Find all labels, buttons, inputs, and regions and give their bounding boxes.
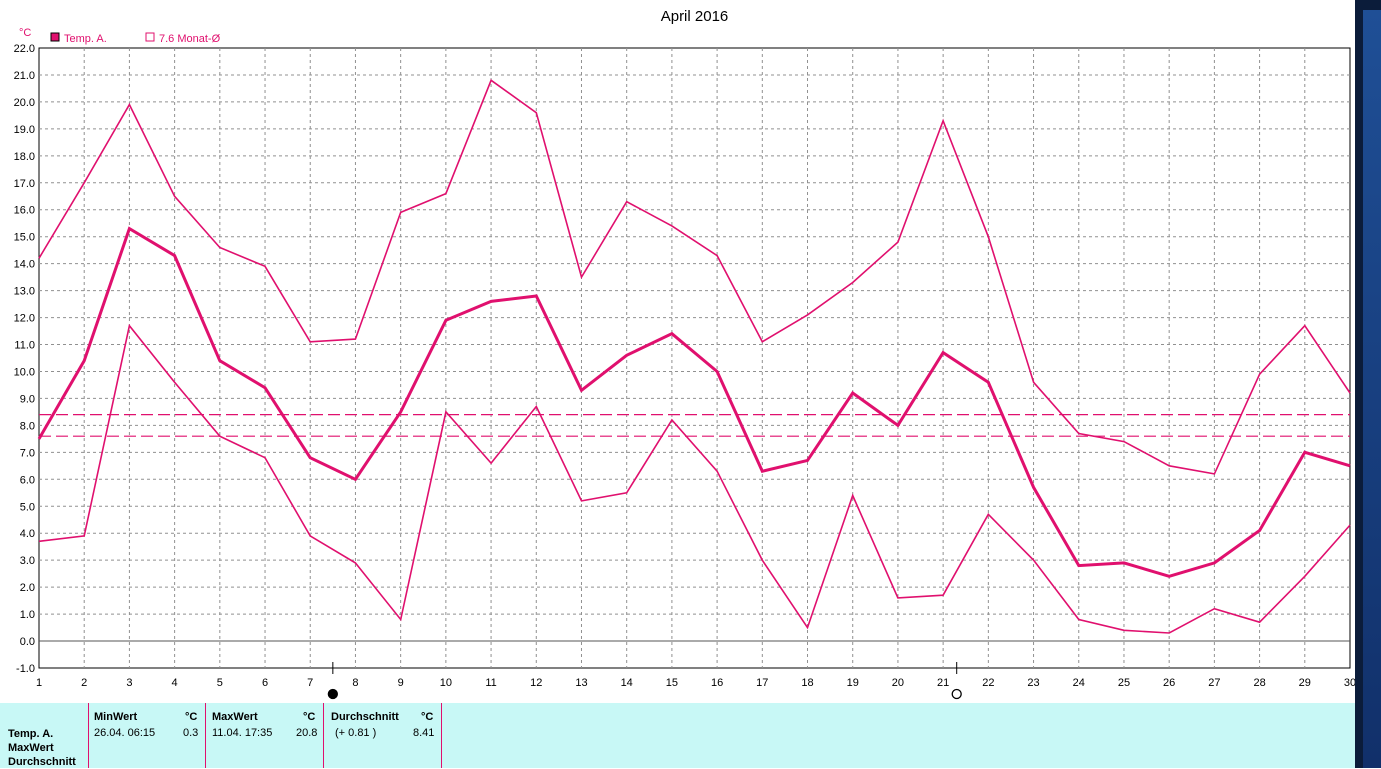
- series-line-min: [38, 323, 1351, 634]
- min-header: MinWert: [94, 711, 138, 723]
- y-tick-label: 11.0: [14, 340, 35, 352]
- min-date: 26.04. 06:15: [94, 727, 156, 739]
- new-moon-icon: [327, 688, 338, 700]
- x-tick-label: 9: [398, 677, 404, 689]
- series-line-max: [38, 79, 1351, 475]
- x-tick-label: 28: [1253, 677, 1265, 689]
- x-tick-label: 25: [1118, 677, 1130, 689]
- column-separator: [205, 703, 206, 768]
- y-tick-label: 15.0: [14, 232, 35, 244]
- y-tick-label: 17.0: [14, 178, 35, 190]
- y-tick-label: -1.0: [16, 663, 35, 675]
- y-unit-label: °C: [19, 27, 31, 39]
- x-tick-label: 24: [1073, 677, 1085, 689]
- x-tick-label: 14: [621, 677, 633, 689]
- y-tick-label: 9.0: [20, 393, 35, 405]
- x-tick-label: 11: [485, 677, 496, 689]
- y-tick-label: 5.0: [20, 501, 35, 513]
- plot-area: [38, 47, 1351, 669]
- x-tick-label: 19: [847, 677, 859, 689]
- y-tick-label: 2.0: [20, 582, 35, 594]
- y-tick-label: 19.0: [14, 124, 35, 136]
- x-tick-label: 2: [81, 677, 87, 689]
- row-label-avg: Durchschnitt: [8, 756, 76, 768]
- x-tick-label: 7: [307, 677, 313, 689]
- temperature-chart: -1.00.01.02.03.04.05.06.07.08.09.010.011…: [14, 8, 1355, 700]
- x-tick-label: 10: [440, 677, 452, 689]
- y-tick-label: 16.0: [14, 205, 35, 217]
- window-frame-right: [1355, 0, 1381, 768]
- legend-label-monthly-avg: 7.6 Monat-Ø: [159, 33, 221, 45]
- y-tick-label: 22.0: [14, 43, 35, 55]
- y-tick-label: 20.0: [14, 97, 35, 109]
- y-tick-label: 18.0: [14, 151, 35, 163]
- full-moon-icon: [951, 688, 962, 700]
- x-tick-label: 6: [262, 677, 268, 689]
- y-tick-label: 8.0: [20, 420, 35, 432]
- column-separator: [323, 703, 324, 768]
- x-tick-label: 12: [530, 677, 542, 689]
- min-value: 0.3: [183, 727, 199, 739]
- x-tick-label: 5: [217, 677, 223, 689]
- x-tick-label: 4: [172, 677, 178, 689]
- x-tick-label: 20: [892, 677, 904, 689]
- max-value: 20.8: [296, 727, 318, 739]
- x-tick-label: 1: [36, 677, 42, 689]
- row-label-max: MaxWert: [8, 742, 54, 754]
- x-tick-label: 22: [982, 677, 994, 689]
- x-tick-label: 27: [1208, 677, 1220, 689]
- chart-title: April 2016: [661, 8, 729, 25]
- x-tick-label: 13: [575, 677, 587, 689]
- avg-header: Durchschnitt: [331, 711, 399, 723]
- legend-label-temp: Temp. A.: [64, 33, 107, 45]
- x-tick-label: 21: [937, 677, 949, 689]
- x-tick-label: 8: [352, 677, 358, 689]
- x-tick-label: 16: [711, 677, 723, 689]
- x-tick-label: 23: [1027, 677, 1039, 689]
- series-line-mean: [37, 226, 1351, 578]
- column-separator: [88, 703, 89, 768]
- x-tick-label: 30: [1344, 677, 1355, 689]
- x-tick-label: 3: [126, 677, 132, 689]
- min-unit: °C: [185, 711, 198, 723]
- legend-swatch-empty: [145, 32, 155, 42]
- y-tick-label: 4.0: [20, 528, 35, 540]
- column-separator: [441, 703, 442, 768]
- stats-row-labels: Temp. A. MaxWert Durchschnitt: [8, 727, 76, 769]
- x-tick-label: 17: [756, 677, 768, 689]
- avg-delta: (+ 0.81 ): [335, 727, 377, 739]
- max-date: 11.04. 17:35: [212, 727, 273, 739]
- avg-value: 8.41: [413, 727, 435, 739]
- y-tick-label: 3.0: [20, 555, 35, 567]
- y-tick-label: 7.0: [20, 447, 35, 459]
- y-tick-label: 21.0: [14, 70, 35, 82]
- y-tick-label: 6.0: [20, 474, 35, 486]
- x-tick-label: 18: [801, 677, 813, 689]
- x-tick-label: 26: [1163, 677, 1175, 689]
- stats-panel: Temp. A. MaxWert Durchschnitt MinWert °C…: [0, 703, 1355, 768]
- y-tick-label: 14.0: [14, 259, 35, 271]
- row-label-temp: Temp. A.: [8, 728, 54, 740]
- y-tick-label: 1.0: [20, 609, 35, 621]
- y-tick-label: 0.0: [20, 636, 35, 648]
- y-tick-label: 10.0: [14, 366, 35, 378]
- x-tick-label: 29: [1299, 677, 1311, 689]
- max-unit: °C: [303, 711, 316, 723]
- avg-unit: °C: [421, 711, 434, 723]
- y-tick-label: 13.0: [14, 286, 35, 298]
- y-tick-label: 12.0: [14, 313, 35, 325]
- max-header: MaxWert: [212, 711, 258, 723]
- legend-swatch-filled: [50, 32, 60, 42]
- x-tick-label: 15: [666, 677, 678, 689]
